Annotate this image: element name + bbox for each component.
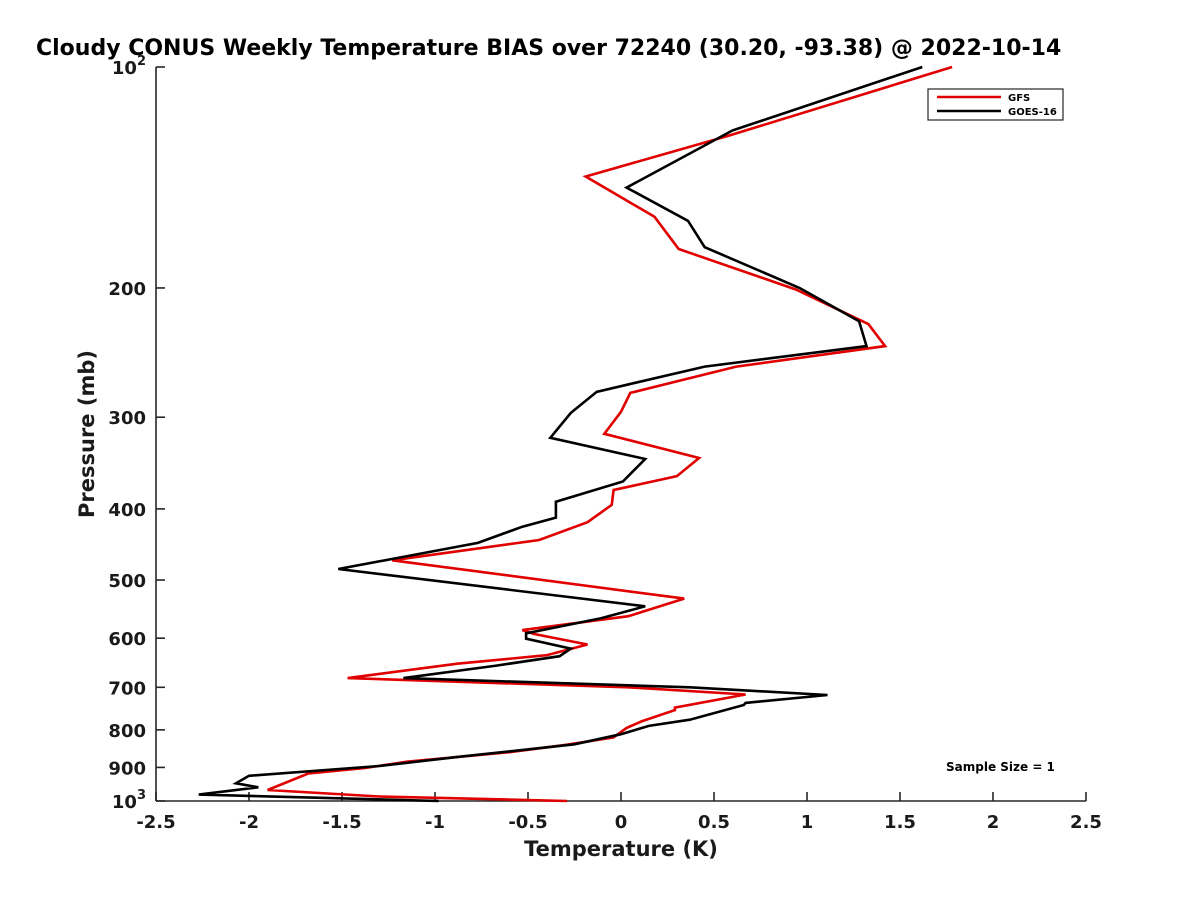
x-axis-label: Temperature (K) xyxy=(524,837,718,861)
y-tick-label: 500 xyxy=(108,571,146,592)
chart-title: Cloudy CONUS Weekly Temperature BIAS ove… xyxy=(36,36,1061,61)
x-axis-ticks: -2.5 -2 -1.5 -1 -0.5 0 0.5 1 1.5 2 2.5 xyxy=(136,792,1102,833)
y-tick-label: 400 xyxy=(108,500,146,521)
x-tick-label: 1 xyxy=(801,812,814,833)
plot-area xyxy=(155,67,1086,802)
x-tick-label: 2 xyxy=(987,812,1000,833)
y-tick-base: 10 xyxy=(112,792,137,813)
y-tick-exponent: 3 xyxy=(137,788,146,803)
x-tick-label: 1.5 xyxy=(884,812,916,833)
y-tick-label: 800 xyxy=(108,721,146,742)
x-tick-label: -2 xyxy=(239,812,259,833)
y-tick-label: 200 xyxy=(108,279,146,300)
y-axis-label: Pressure (mb) xyxy=(75,350,99,518)
x-tick-label: -0.5 xyxy=(508,812,547,833)
y-tick-exponent: 2 xyxy=(137,54,146,69)
series-layer xyxy=(198,65,953,803)
y-tick-label: 700 xyxy=(108,678,146,699)
x-tick-label: 2.5 xyxy=(1070,812,1102,833)
y-tick-label-power: 102 xyxy=(112,54,146,79)
x-tick-label: -1 xyxy=(425,812,445,833)
x-tick-label: -1.5 xyxy=(322,812,361,833)
x-tick-label: 0.5 xyxy=(698,812,730,833)
y-tick-label: 300 xyxy=(108,408,146,429)
y-tick-label: 600 xyxy=(108,629,146,650)
x-tick-label: -2.5 xyxy=(136,812,175,833)
series-line-gfs xyxy=(267,65,953,803)
series-line-goes-16 xyxy=(198,65,923,803)
legend-label: GFS xyxy=(1008,93,1030,104)
legend-label: GOES-16 xyxy=(1008,107,1057,118)
sample-size-annotation: Sample Size = 1 xyxy=(946,760,1055,774)
y-tick-base: 10 xyxy=(112,58,137,79)
legend-box xyxy=(927,88,1064,121)
y-tick-label: 900 xyxy=(108,758,146,779)
legend: GFS GOES-16 xyxy=(927,88,1064,121)
y-tick-label-power: 103 xyxy=(112,788,146,813)
x-tick-label: 0 xyxy=(615,812,628,833)
